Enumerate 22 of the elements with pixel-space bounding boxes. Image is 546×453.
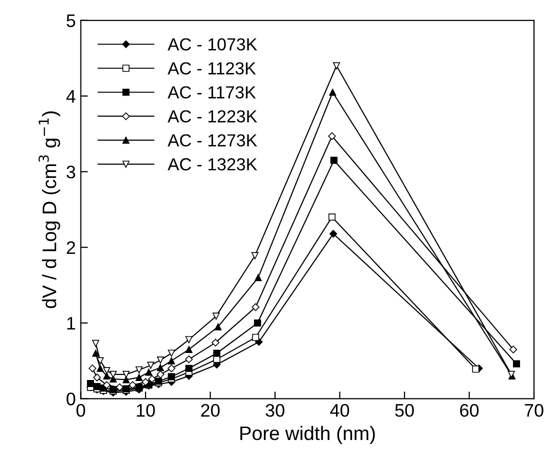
legend-label: AC - 1073K (168, 38, 258, 50)
legend-label: AC - 1273K (168, 134, 258, 146)
legend-label: AC - 1223K (168, 110, 258, 122)
x-tick-label: 30 (266, 404, 284, 417)
x-tick-label: 20 (201, 404, 220, 417)
y-axis-title: dV / d Log D (cm$^{3}$ g$^{−1}$) (38, 111, 60, 308)
y-tick-label: 5 (66, 14, 76, 28)
y-tick-label: 1 (67, 317, 76, 330)
legend-label: AC - 1173K (168, 86, 256, 98)
y-tick-label: 0 (66, 392, 76, 406)
y-tick-label: 4 (66, 90, 76, 103)
x-tick-label: 40 (330, 404, 350, 417)
x-tick-label: 70 (524, 404, 544, 417)
y-tick-label: 3 (66, 166, 76, 178)
x-tick-label: 60 (460, 404, 479, 417)
x-tick-label: 10 (136, 404, 155, 417)
x-tick-label: 0 (76, 404, 86, 417)
x-axis-title: Pore width (nm) (240, 426, 375, 444)
legend-label: AC - 1323K (168, 158, 258, 170)
y-tick-label: 2 (66, 241, 76, 254)
x-tick-label: 50 (395, 404, 414, 417)
legend-label: AC - 1123K (168, 62, 256, 74)
